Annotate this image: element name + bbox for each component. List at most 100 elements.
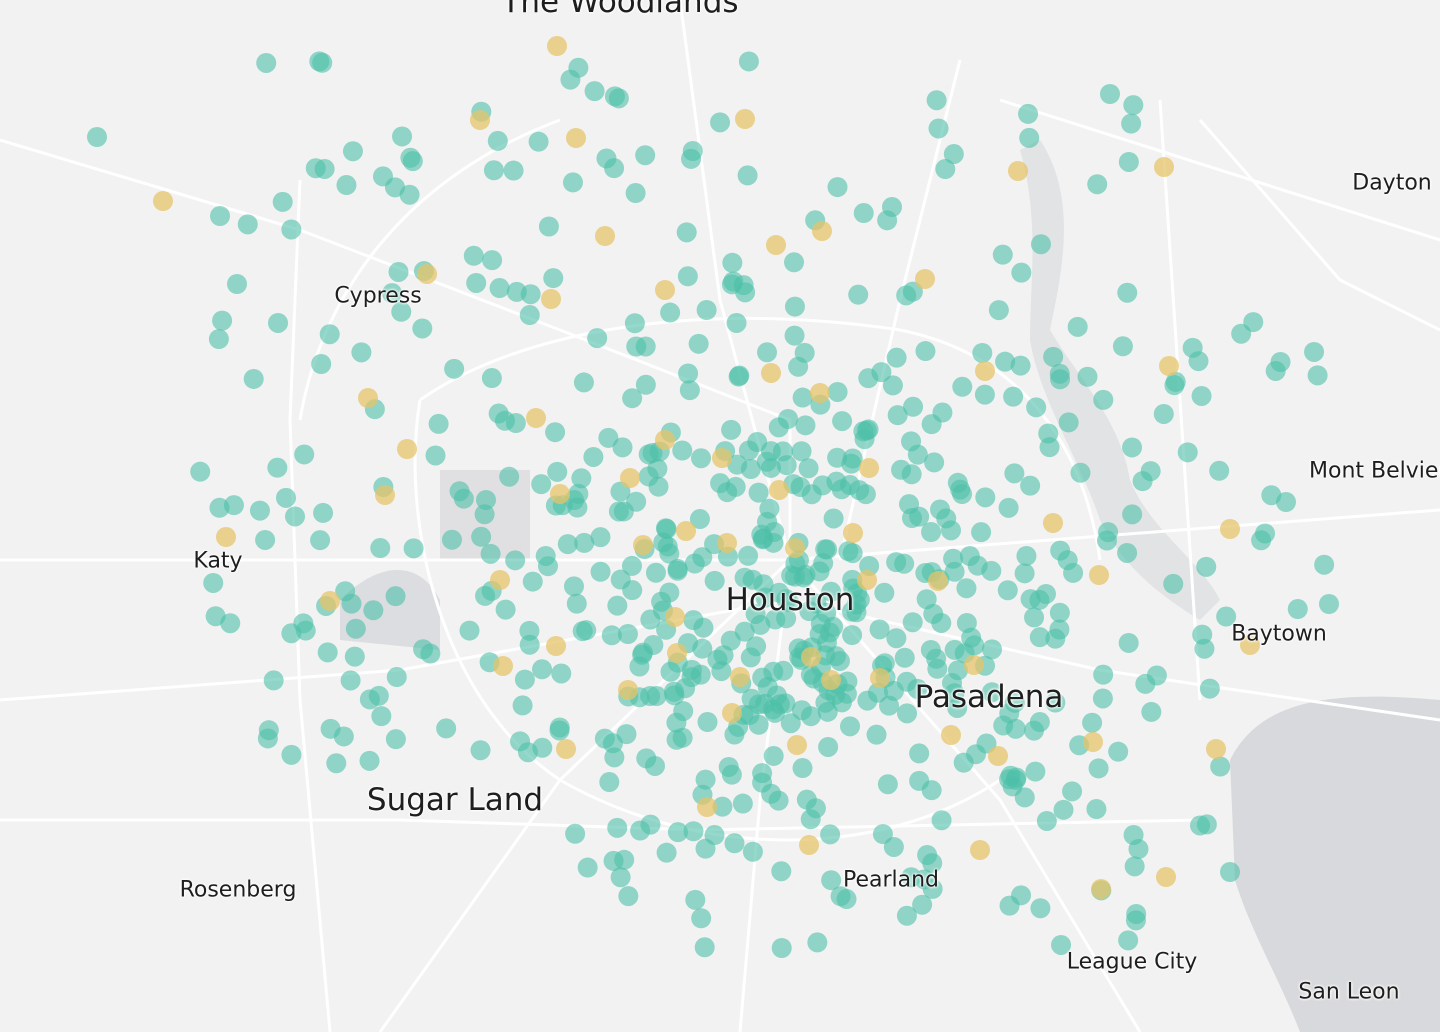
data-point-highlight[interactable] xyxy=(785,538,805,558)
data-point[interactable] xyxy=(981,682,1002,703)
data-point[interactable] xyxy=(1093,664,1114,685)
data-point-highlight[interactable] xyxy=(655,430,675,450)
data-point[interactable] xyxy=(784,296,805,317)
data-point[interactable] xyxy=(784,252,805,273)
data-point[interactable] xyxy=(601,625,622,646)
data-point[interactable] xyxy=(285,506,306,527)
data-point[interactable] xyxy=(975,487,996,508)
data-point[interactable] xyxy=(1118,151,1139,172)
data-point[interactable] xyxy=(917,845,938,866)
data-point[interactable] xyxy=(1287,599,1308,620)
data-point[interactable] xyxy=(263,670,284,691)
data-point[interactable] xyxy=(190,461,211,482)
data-point[interactable] xyxy=(645,562,666,583)
data-point[interactable] xyxy=(1177,442,1198,463)
data-point[interactable] xyxy=(368,685,389,706)
data-point[interactable] xyxy=(545,422,566,443)
data-point[interactable] xyxy=(909,743,930,764)
data-point[interactable] xyxy=(771,938,792,959)
data-point[interactable] xyxy=(1029,589,1050,610)
data-point[interactable] xyxy=(618,886,639,907)
data-point[interactable] xyxy=(537,556,558,577)
data-point[interactable] xyxy=(724,833,745,854)
data-point[interactable] xyxy=(821,870,842,891)
data-point[interactable] xyxy=(640,814,661,835)
data-point-highlight[interactable] xyxy=(735,109,755,129)
data-point[interactable] xyxy=(982,639,1003,660)
data-point[interactable] xyxy=(583,446,604,467)
data-point[interactable] xyxy=(519,305,540,326)
data-point[interactable] xyxy=(981,560,1002,581)
data-point[interactable] xyxy=(1087,174,1108,195)
data-point[interactable] xyxy=(666,729,687,750)
data-point-highlight[interactable] xyxy=(153,191,173,211)
data-point[interactable] xyxy=(344,646,365,667)
data-point[interactable] xyxy=(997,580,1018,601)
data-point[interactable] xyxy=(243,368,264,389)
data-point[interactable] xyxy=(1010,355,1031,376)
data-point[interactable] xyxy=(1199,678,1220,699)
data-point[interactable] xyxy=(683,610,704,631)
data-point[interactable] xyxy=(621,555,642,576)
data-point[interactable] xyxy=(764,702,785,723)
data-point[interactable] xyxy=(903,396,924,417)
data-point[interactable] xyxy=(1020,475,1041,496)
data-point[interactable] xyxy=(818,736,839,757)
data-point-highlight[interactable] xyxy=(1043,513,1063,533)
data-point[interactable] xyxy=(759,498,780,519)
data-point[interactable] xyxy=(624,313,645,334)
data-point-highlight[interactable] xyxy=(843,523,863,543)
data-point[interactable] xyxy=(971,522,992,543)
data-point[interactable] xyxy=(499,466,520,487)
data-point[interactable] xyxy=(738,545,759,566)
data-point[interactable] xyxy=(995,351,1016,372)
data-point[interactable] xyxy=(1062,781,1083,802)
data-point[interactable] xyxy=(281,744,302,765)
data-point-highlight[interactable] xyxy=(964,655,984,675)
data-point[interactable] xyxy=(926,90,947,111)
data-point[interactable] xyxy=(820,824,841,845)
data-point[interactable] xyxy=(931,612,952,633)
data-point[interactable] xyxy=(489,278,510,299)
data-point[interactable] xyxy=(907,678,928,699)
data-point[interactable] xyxy=(840,716,861,737)
data-point[interactable] xyxy=(879,695,900,716)
data-point[interactable] xyxy=(311,353,332,374)
data-point[interactable] xyxy=(821,581,842,602)
data-point[interactable] xyxy=(696,300,717,321)
data-point[interactable] xyxy=(746,636,767,657)
data-point[interactable] xyxy=(741,688,762,709)
data-point-highlight[interactable] xyxy=(761,363,781,383)
data-point[interactable] xyxy=(1265,360,1286,381)
data-point[interactable] xyxy=(604,86,625,107)
data-point[interactable] xyxy=(691,908,712,929)
data-point-highlight[interactable] xyxy=(665,607,685,627)
data-point[interactable] xyxy=(765,609,786,630)
data-point[interactable] xyxy=(480,543,501,564)
data-point[interactable] xyxy=(922,878,943,899)
data-point-highlight[interactable] xyxy=(717,533,737,553)
data-point[interactable] xyxy=(1123,95,1144,116)
data-point[interactable] xyxy=(704,570,725,591)
data-point[interactable] xyxy=(748,482,769,503)
data-point[interactable] xyxy=(886,552,907,573)
data-point[interactable] xyxy=(1210,756,1231,777)
data-point[interactable] xyxy=(359,750,380,771)
data-point[interactable] xyxy=(87,127,107,147)
data-point[interactable] xyxy=(737,165,758,186)
data-point[interactable] xyxy=(587,328,608,349)
data-point[interactable] xyxy=(616,724,637,745)
data-point-highlight[interactable] xyxy=(928,571,948,591)
data-point[interactable] xyxy=(912,894,933,915)
data-point[interactable] xyxy=(757,342,778,363)
data-point[interactable] xyxy=(336,175,357,196)
data-point[interactable] xyxy=(726,312,747,333)
data-point[interactable] xyxy=(345,618,366,639)
data-point[interactable] xyxy=(768,417,789,438)
data-point[interactable] xyxy=(841,453,862,474)
data-point[interactable] xyxy=(1030,234,1051,255)
data-point[interactable] xyxy=(683,821,704,842)
data-point[interactable] xyxy=(1070,462,1091,483)
data-point[interactable] xyxy=(1251,530,1272,551)
data-point[interactable] xyxy=(1093,389,1114,410)
